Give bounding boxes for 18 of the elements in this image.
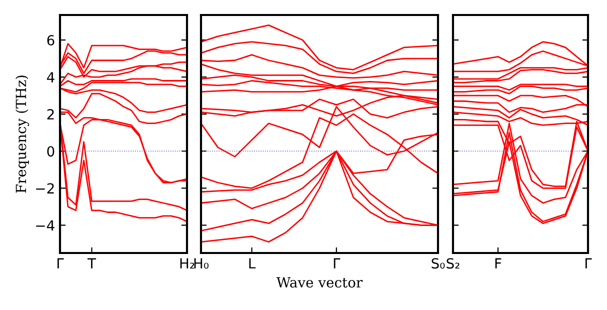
x-tick-label: H₀	[194, 258, 209, 269]
x-tick-label: Γ	[57, 258, 64, 268]
y-tick-label: 4	[46, 72, 54, 82]
y-tick-label: −2	[36, 183, 54, 194]
y-tick-label: 0	[47, 146, 54, 157]
y-tick-label: −4	[36, 220, 54, 230]
x-tick-label: T	[87, 258, 96, 268]
x-tick-label: S₂	[446, 258, 460, 269]
y-tick-label: 2	[47, 109, 54, 120]
x-axis-title: Wave vector	[276, 277, 363, 288]
y-tick-label: 6	[47, 34, 54, 46]
x-tick-label: L	[249, 258, 256, 268]
x-tick-label: S₀	[432, 258, 445, 269]
y-axis-title: Frequency (THz)	[15, 76, 30, 193]
x-tick-label: H₂	[180, 258, 194, 268]
x-tick-label: Γ	[334, 258, 340, 268]
x-tick-label: Γ	[585, 258, 592, 268]
x-tick-label: F	[495, 258, 502, 268]
